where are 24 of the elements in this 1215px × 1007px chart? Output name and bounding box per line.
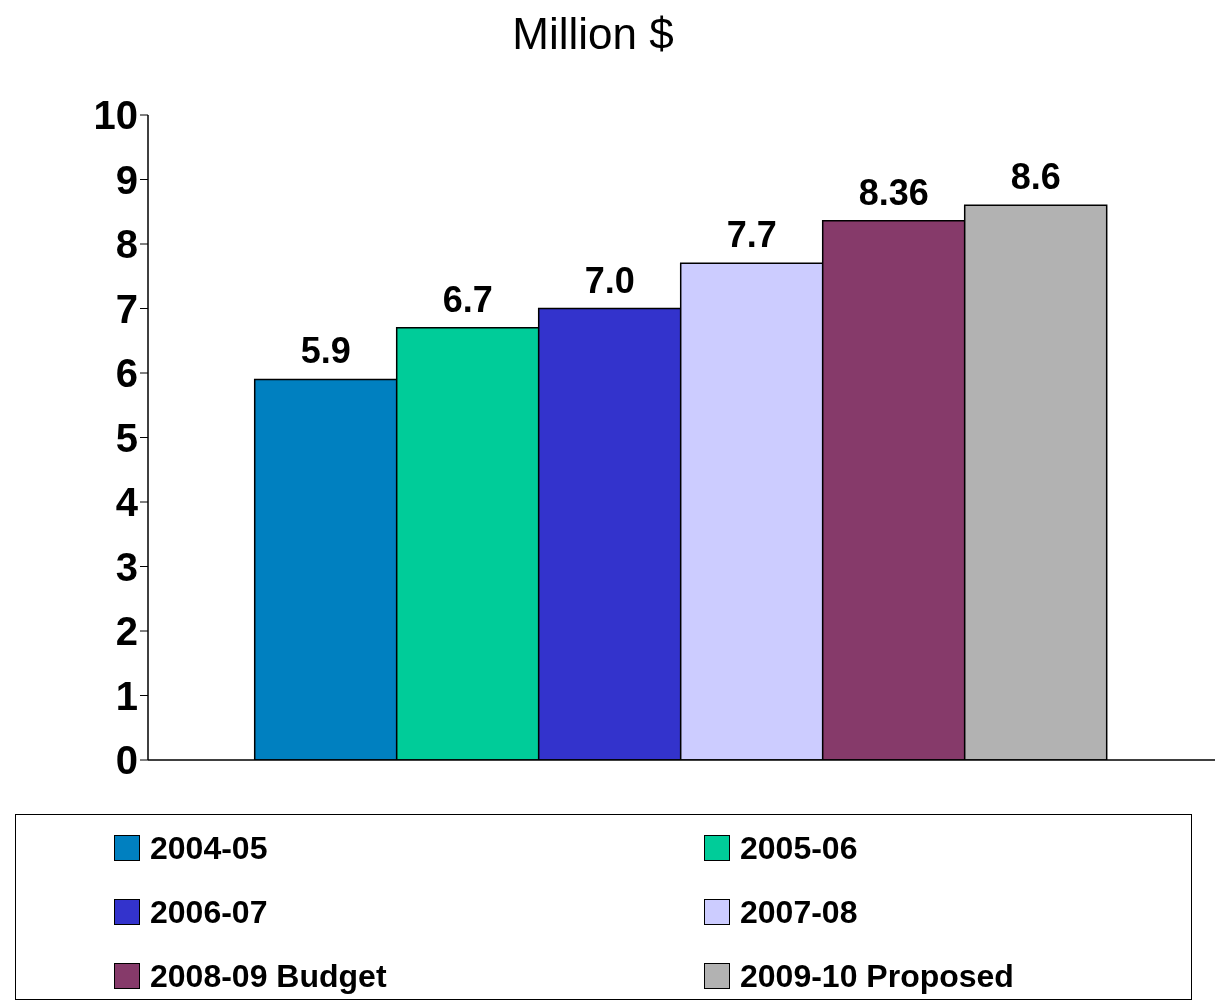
y-tick-label: 1 [115,673,138,718]
legend-label: 2006-07 [150,893,268,931]
y-tick-label: 10 [93,93,138,138]
data-label: 8.36 [858,171,929,213]
y-tick-label: 3 [115,544,138,589]
y-tick-label: 9 [115,157,138,202]
legend-label: 2007-08 [740,893,858,931]
data-label: 6.7 [442,278,493,320]
chart-title: Million $ [511,8,675,60]
y-tick-label: 0 [115,738,138,783]
data-label: 7.0 [584,259,635,301]
y-tick-label: 5 [115,415,138,460]
legend-label: 2004-05 [150,829,268,867]
legend-label: 2008-09 Budget [150,957,387,995]
y-tick-label: 8 [115,222,138,267]
data-label: 8.6 [1010,156,1061,198]
y-tick-label: 2 [115,609,138,654]
data-label: 5.9 [300,330,351,372]
y-tick-label: 4 [115,480,139,525]
legend-label: 2009-10 Proposed [740,957,1014,995]
data-label: 7.7 [726,214,777,256]
legend-label: 2005-06 [740,829,858,867]
y-tick-label: 7 [115,286,138,331]
y-tick-label: 6 [115,351,138,396]
